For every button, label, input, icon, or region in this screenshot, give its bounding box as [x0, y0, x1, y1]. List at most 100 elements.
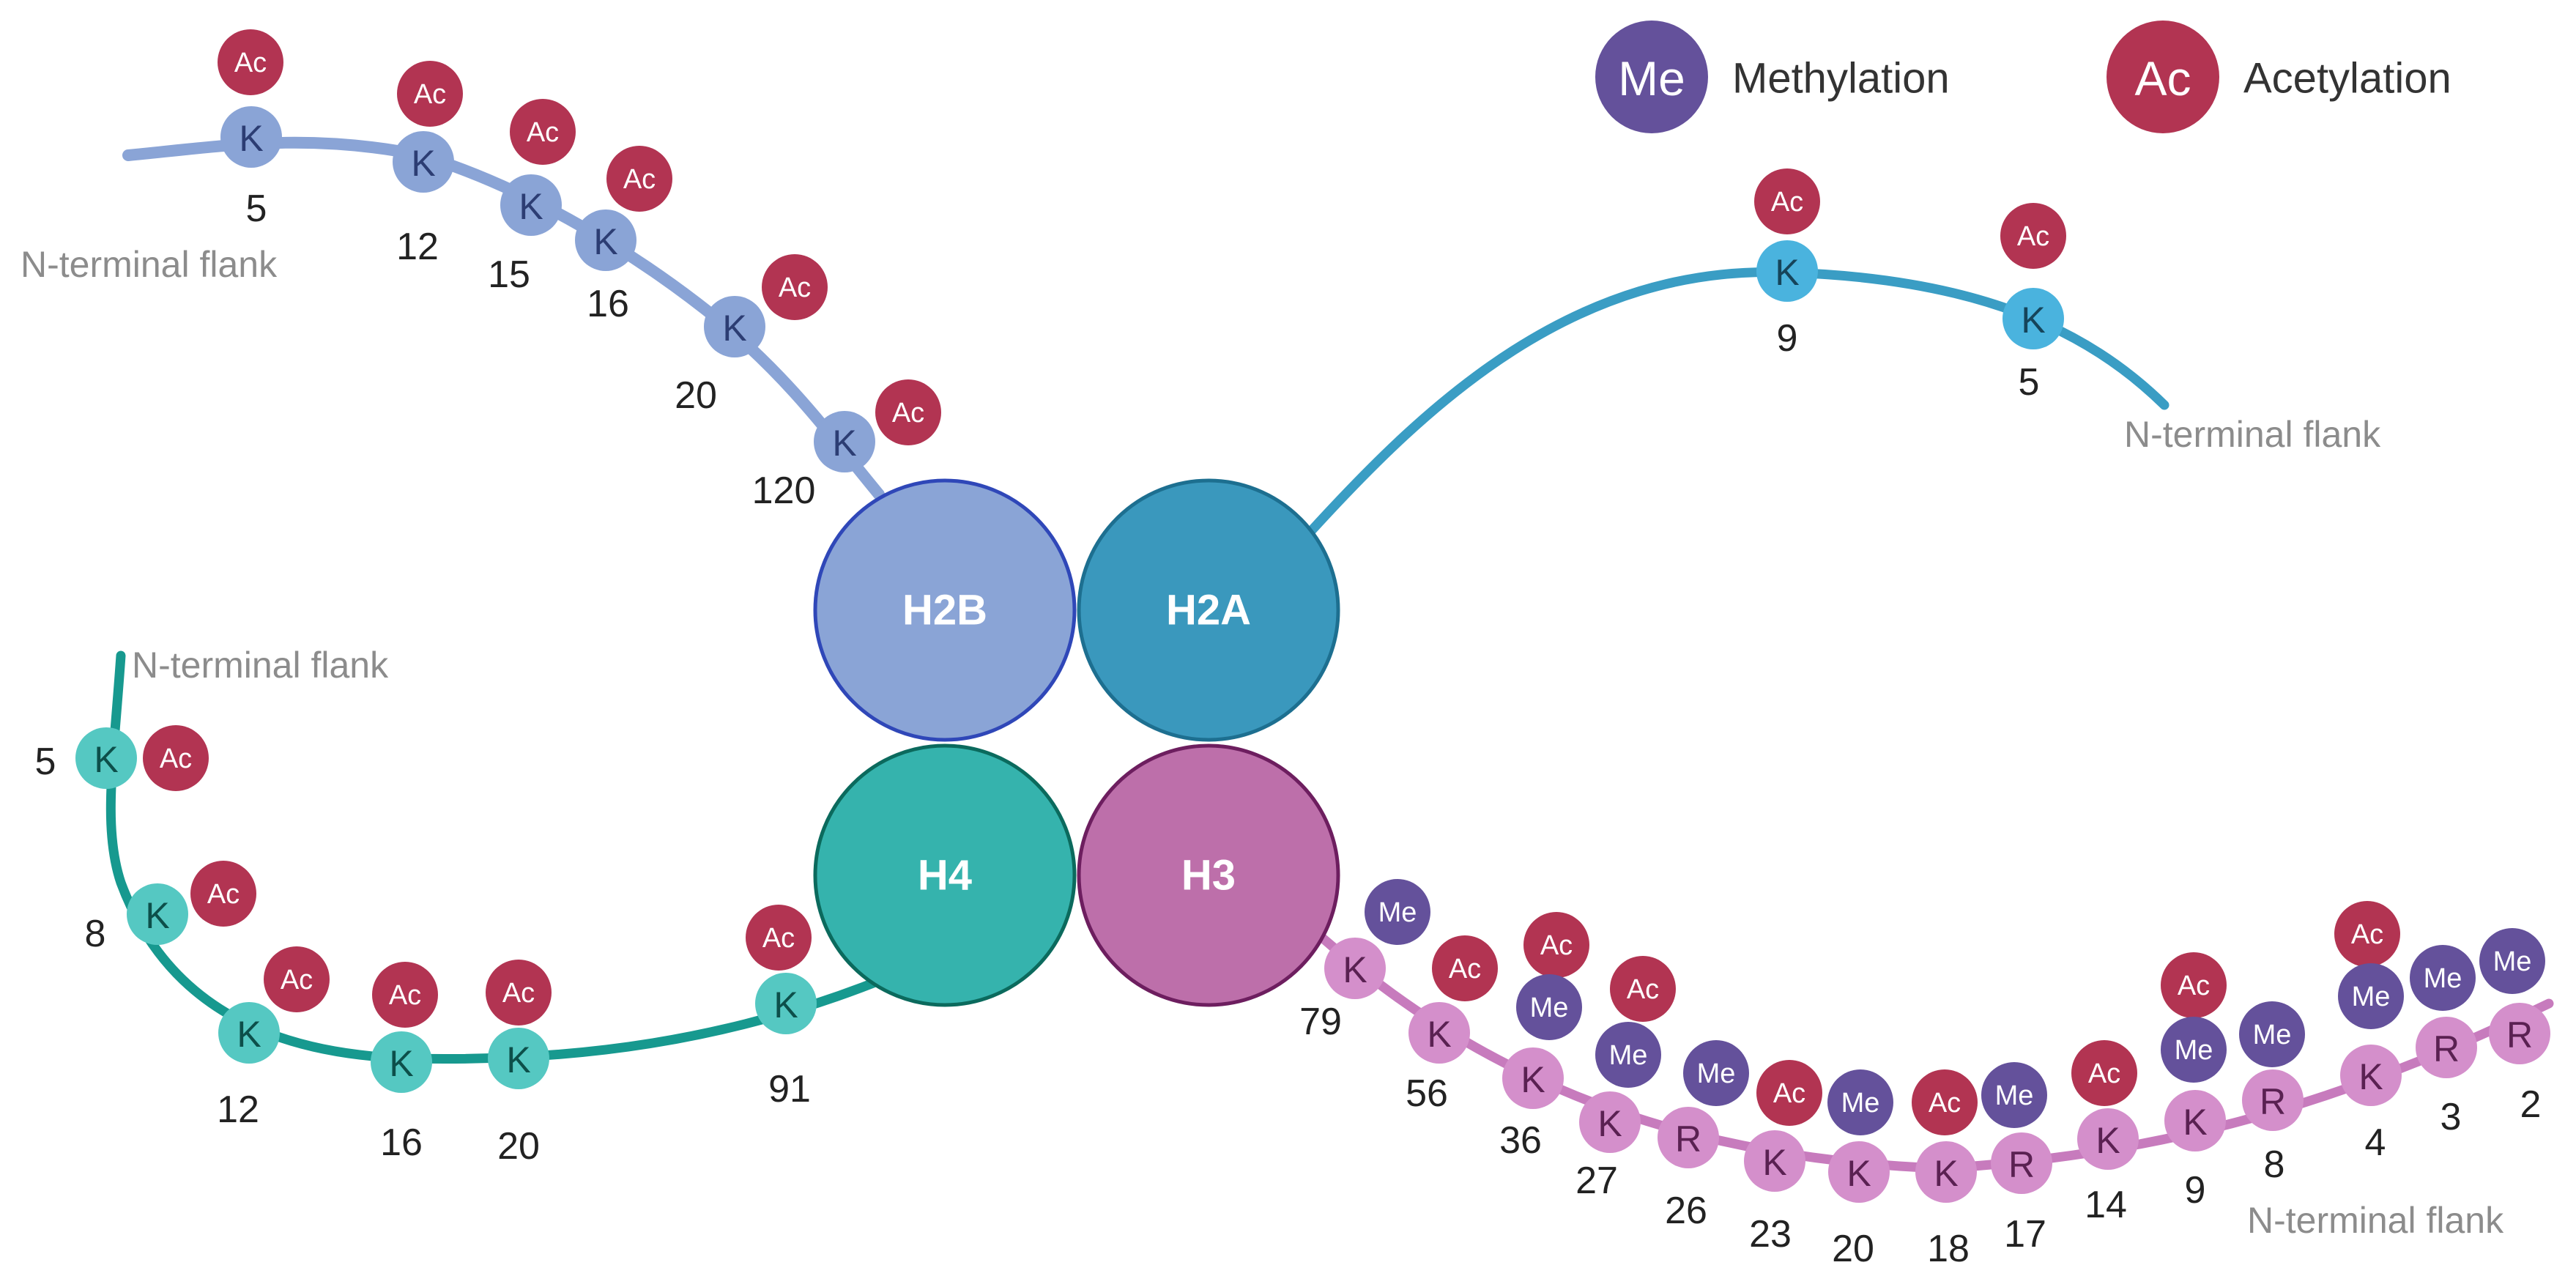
h3-residue-letter: K — [1934, 1153, 1958, 1194]
h3-residue-group: Me R 26 — [1658, 1040, 1749, 1232]
h2b-residue — [393, 131, 454, 193]
h3-residue-position: 2 — [2520, 1083, 2542, 1126]
h3-residue — [1502, 1047, 1564, 1109]
acetylation-badge-text: Ac — [623, 164, 656, 195]
h2a-residue-letter: K — [1775, 252, 1799, 293]
h4-residue — [218, 1002, 280, 1064]
h3-residue-position: 20 — [1832, 1228, 1874, 1270]
h3-residue-group: Ac Me K 4 — [2334, 901, 2404, 1164]
histone-h2b-label: H2B — [902, 587, 987, 634]
h3-residue — [1744, 1130, 1805, 1192]
h4-residue-position: 20 — [497, 1125, 540, 1168]
h3-residue-group: Me R 3 — [2410, 945, 2477, 1138]
h2a-flank-label: N-terminal flank — [2124, 414, 2381, 455]
h3-residue-letter: R — [2008, 1144, 2035, 1185]
h2b-residue-position: 15 — [488, 253, 530, 296]
h3-residue — [2416, 1017, 2477, 1078]
methylation-badge-text: Me — [2352, 982, 2391, 1012]
h3-residue-letter: K — [2096, 1120, 2120, 1161]
methylation-badge-text: Me — [1609, 1040, 1648, 1071]
h4-residue-position: 5 — [35, 741, 56, 783]
acetylation-badge — [1610, 956, 1676, 1022]
methylation-badge — [1365, 879, 1430, 945]
h2b-residue-group: Ac K 15 — [488, 99, 576, 296]
acetylation-badge-text: Ac — [234, 48, 267, 78]
h3-residue — [2242, 1069, 2304, 1131]
h3-residue-position: 3 — [2440, 1096, 2462, 1138]
histone-h3: H3 — [1077, 743, 1340, 1007]
h3-residue-letter: K — [1846, 1153, 1871, 1194]
h3-residue-letter: K — [1427, 1014, 1451, 1055]
h4-residue-group: Ac K 12 — [217, 946, 330, 1131]
histone-h2a: H2A — [1077, 478, 1340, 742]
h4-residue-group: Ac K5 — [35, 725, 209, 791]
h4-residue-group: Ac K 20 — [486, 960, 552, 1168]
h2a-residue-group: Ac K 9 — [1754, 168, 1820, 360]
h3-residue-group: Me K 20 — [1827, 1069, 1893, 1270]
h2b-residue-group: Ac K20 — [675, 254, 828, 417]
h3-residue-letter: R — [1675, 1119, 1701, 1160]
methylation-badge — [1595, 1022, 1661, 1088]
methylation-badge — [1683, 1040, 1749, 1106]
h2b-residue-position: 20 — [675, 374, 717, 417]
h4-residue — [755, 973, 817, 1034]
acetylation-badge-text: Ac — [160, 743, 192, 774]
legend-acetylation: Ac Acetylation — [2107, 21, 2451, 133]
acetylation-badge — [746, 905, 812, 971]
histone-h4-label: H4 — [918, 852, 972, 900]
h2b-residue-group: Ac K 120 — [752, 379, 941, 512]
acetylation-badge — [510, 99, 576, 165]
methylation-badge-text: Me — [1530, 993, 1569, 1023]
h4-residue — [127, 883, 188, 945]
h2a-residue-position: 5 — [2019, 361, 2040, 404]
h2a-tail-line — [1306, 267, 2169, 536]
acetylation-badge-text: Ac — [762, 923, 795, 954]
acetylation-badge-text: Ac — [527, 117, 559, 148]
h2b-residue-letter: K — [519, 186, 543, 227]
h4-residue — [371, 1031, 432, 1093]
acetylation-badge — [190, 861, 256, 927]
h4-residue-position: 8 — [85, 913, 106, 955]
h3-residue-position: 8 — [2264, 1143, 2285, 1186]
acetylation-badge — [875, 379, 941, 445]
h3-residue-letter: K — [2183, 1102, 2207, 1143]
acetylation-badge-text: Ac — [2178, 971, 2210, 1001]
legend-acetylation-badge: Ac — [2134, 51, 2191, 105]
methylation-badge-text: Me — [1995, 1080, 2034, 1111]
h4-residue-position: 91 — [768, 1068, 811, 1110]
methylation-badge-text: Me — [2424, 963, 2462, 994]
h2b-residue-group: Ac K 12 — [393, 61, 463, 268]
acetylation-badge — [1523, 912, 1589, 978]
legend-methylation-label: Methylation — [1732, 55, 1950, 103]
h3-residue-group: Ac K 23 — [1744, 1060, 1822, 1256]
acetylation-badge — [143, 725, 209, 791]
h2b-residue-letter: K — [411, 143, 435, 184]
h2b-residue-position: 16 — [587, 283, 629, 325]
h2a-residue-group: Ac K 5 — [2000, 203, 2066, 404]
acetylation-badge-text: Ac — [2017, 221, 2049, 252]
h4-residue-group: Ac K 91 — [746, 905, 817, 1110]
h3-residue-group: Ac Me K 36 — [1499, 912, 1589, 1162]
acetylation-badge-text: Ac — [281, 965, 313, 995]
legend: Me Methylation Ac Acetylation — [1595, 21, 2451, 133]
h2b-residue-position: 12 — [396, 226, 439, 268]
h4-residue-letter: K — [389, 1043, 413, 1084]
h3-residue — [1408, 1002, 1470, 1064]
h3-residue — [1579, 1091, 1641, 1153]
h3-residue — [1658, 1107, 1719, 1168]
h2b-flank-label: N-terminal flank — [21, 244, 278, 285]
acetylation-badge — [372, 962, 438, 1028]
h3-residue-position: 79 — [1299, 1001, 1342, 1043]
h3-residue-position: 4 — [2365, 1121, 2386, 1164]
h2b-residue — [704, 296, 765, 357]
h4-residue-letter: K — [145, 895, 169, 936]
histone-h2b: H2B — [813, 478, 1077, 742]
h3-residue-group: Ac K 18 — [1912, 1069, 1978, 1270]
acetylation-badge-text: Ac — [1449, 954, 1481, 984]
methylation-badge-text: Me — [2175, 1035, 2213, 1066]
acetylation-badge — [2071, 1040, 2137, 1106]
h2b-residue — [220, 106, 282, 168]
h4-residue — [488, 1028, 549, 1089]
h2b-residue-position: 120 — [752, 470, 816, 512]
